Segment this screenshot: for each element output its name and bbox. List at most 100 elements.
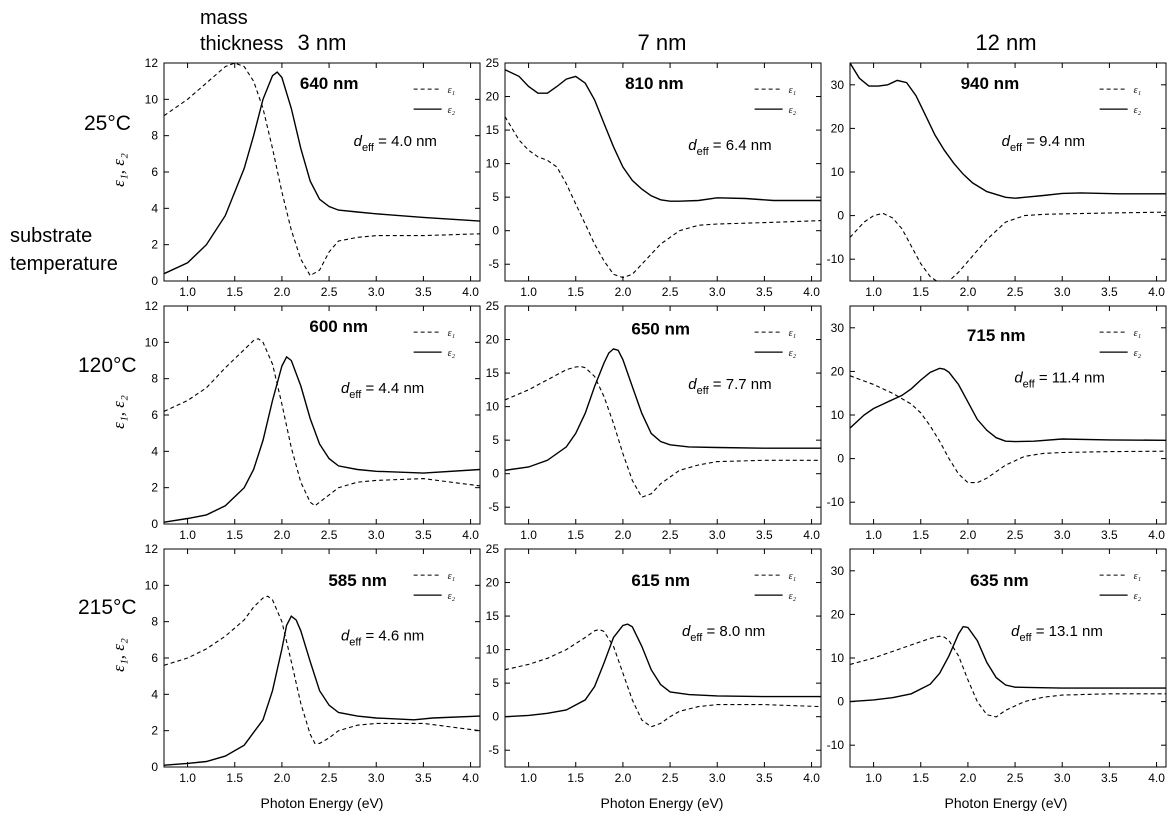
y-tick-label: 20 — [831, 364, 845, 378]
x-tick-label: 2.5 — [1007, 771, 1024, 785]
x-tick-label: 3.0 — [1054, 528, 1071, 542]
legend-eps2-label: ε₂ — [789, 591, 797, 602]
panel-r1-c2: 1.0 1.5 2.0 2.5 3.0 3.5 4.0 -5 0 5 10 15 20 25 ε₁ ε₂ 810… — [486, 56, 822, 299]
x-tick-label: 4.0 — [803, 771, 820, 785]
y-tick-label: 20 — [486, 90, 500, 104]
y-tick-label: 10 — [145, 335, 159, 349]
y-tick-label: 15 — [486, 609, 500, 623]
legend-eps1-label: ε₁ — [789, 328, 796, 339]
x-tick-label: 2.0 — [615, 771, 632, 785]
deff-label: deff = 4.4 nm — [341, 380, 424, 401]
x-tick-label: 3.0 — [368, 771, 385, 785]
y-tick-label: 2 — [151, 481, 158, 495]
legend-eps1-label: ε₁ — [448, 328, 455, 339]
x-tick-label: 4.0 — [462, 771, 479, 785]
legend-eps1-label: ε₁ — [1134, 571, 1141, 582]
panel-r3-c2: 1.0 1.5 2.0 2.5 3.0 3.5 4.0 -5 0 5 10 15 20 25 ε₁ ε₂ 615… — [486, 542, 822, 785]
x-tick-label: 2.5 — [662, 285, 679, 299]
y-tick-label: 8 — [151, 615, 158, 629]
x-tick-label: 1.0 — [865, 528, 882, 542]
panel-r1-c3: 1.0 1.5 2.0 2.5 3.0 3.5 4.0 -10 0 10 20 30 ε₁ ε₂ 940 n… — [827, 62, 1167, 299]
series-eps1-line — [164, 338, 480, 507]
x-tick-label: 1.0 — [520, 528, 537, 542]
x-tick-label: 4.0 — [462, 528, 479, 542]
x-tick-label: 3.5 — [756, 528, 773, 542]
x-tick-label: 2.0 — [960, 285, 977, 299]
xlabel-col1: Photon Energy (eV) — [261, 795, 384, 811]
x-tick-label: 1.5 — [226, 771, 243, 785]
series-group — [164, 338, 480, 523]
y-tick-label: 5 — [492, 433, 499, 447]
x-tick-label: 3.0 — [709, 285, 726, 299]
series-group — [505, 623, 821, 728]
y-tick-label: -5 — [488, 743, 499, 757]
y-tick-label: 6 — [151, 408, 158, 422]
deff-label: deff = 8.0 nm — [682, 623, 765, 644]
y-tick-label: 0 — [492, 710, 499, 724]
y-tick-label: 10 — [831, 408, 845, 422]
peak-wavelength-label: 810 nm — [625, 74, 684, 93]
xlabel-col3: Photon Energy (eV) — [945, 795, 1068, 811]
x-tick-label: 4.0 — [803, 528, 820, 542]
x-tick-label: 1.0 — [520, 285, 537, 299]
series-eps2-line — [164, 615, 480, 766]
x-tick-label: 3.5 — [756, 285, 773, 299]
legend-eps2-label: ε₂ — [1134, 348, 1142, 359]
legend-eps2-label: ε₂ — [789, 348, 797, 359]
x-tick-label: 1.5 — [226, 285, 243, 299]
series-eps2-line — [164, 71, 480, 275]
x-tick-label: 2.0 — [615, 528, 632, 542]
y-tick-label: 0 — [837, 695, 844, 709]
ylabel-row1: ε₁, ε₂ — [109, 153, 128, 187]
x-tick-label: 2.0 — [274, 771, 291, 785]
y-tick-label: -5 — [488, 500, 499, 514]
x-tick-label: 1.5 — [567, 528, 584, 542]
deff-label: deff = 4.0 nm — [354, 133, 437, 154]
y-tick-label: 8 — [151, 372, 158, 386]
legend-eps1-label: ε₁ — [789, 85, 796, 96]
series-eps2-line — [850, 367, 1166, 443]
deff-label: deff = 7.7 nm — [688, 376, 771, 397]
row-title-1: 25°C — [84, 112, 131, 135]
col-title-1: 3 nm — [298, 30, 347, 55]
y-tick-label: 5 — [492, 676, 499, 690]
deff-label: deff = 6.4 nm — [688, 137, 771, 158]
peak-wavelength-label: 940 nm — [961, 74, 1020, 93]
x-tick-label: 1.0 — [179, 771, 196, 785]
series-eps1-line — [850, 635, 1166, 718]
y-tick-label: 30 — [831, 564, 845, 578]
y-tick-label: 25 — [486, 299, 500, 313]
x-tick-label: 4.0 — [1148, 285, 1165, 299]
y-tick-label: 20 — [486, 333, 500, 347]
x-tick-label: 1.0 — [865, 771, 882, 785]
series-group — [505, 69, 821, 279]
series-eps1-line — [505, 628, 821, 728]
y-tick-label: 10 — [486, 157, 500, 171]
series-eps1-line — [850, 211, 1166, 281]
x-tick-label: 1.5 — [226, 528, 243, 542]
series-eps2-line — [850, 63, 1166, 199]
x-tick-label: 2.5 — [321, 285, 338, 299]
y-tick-label: 25 — [486, 542, 500, 556]
substrate-label-line2: temperature — [10, 253, 118, 275]
y-tick-label: 4 — [151, 201, 158, 215]
y-tick-label: 0 — [492, 467, 499, 481]
y-tick-label: 4 — [151, 687, 158, 701]
legend-eps2-label: ε₂ — [448, 105, 456, 116]
x-tick-label: 1.0 — [179, 528, 196, 542]
x-tick-label: 1.0 — [865, 285, 882, 299]
x-tick-label: 3.5 — [415, 771, 432, 785]
series-group — [850, 367, 1166, 484]
x-tick-label: 2.5 — [1007, 528, 1024, 542]
peak-wavelength-label: 650 nm — [631, 319, 690, 338]
plot-frame — [504, 62, 822, 282]
col-title-3: 12 nm — [975, 30, 1036, 55]
deff-label: deff = 11.4 nm — [1014, 369, 1105, 390]
plot-frame — [163, 548, 481, 768]
x-tick-label: 3.0 — [368, 528, 385, 542]
substrate-label-line1: substrate — [10, 225, 92, 247]
x-tick-label: 1.5 — [912, 285, 929, 299]
y-tick-label: 2 — [151, 238, 158, 252]
panels-group: 1.0 1.5 2.0 2.5 3.0 3.5 4.0 0 2 4 6 8 10 12 ε₁ ε₂ 640 nm… — [145, 56, 1167, 785]
